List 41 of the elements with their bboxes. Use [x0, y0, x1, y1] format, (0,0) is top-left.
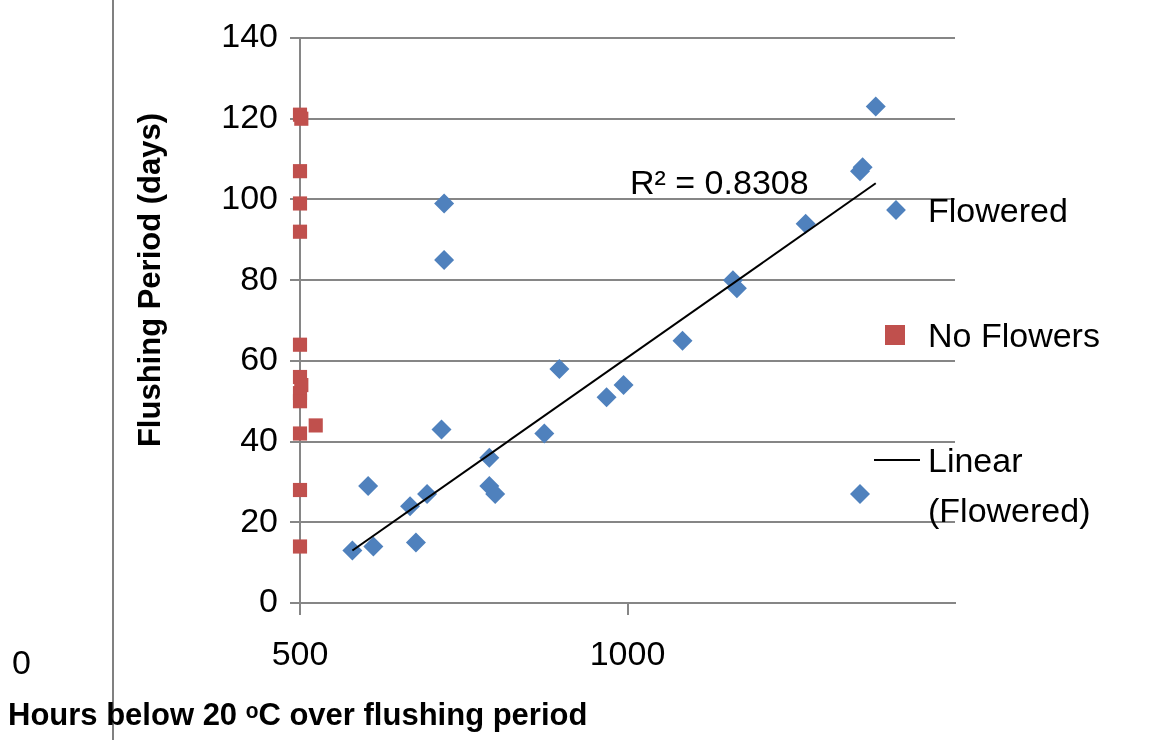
y-tick-label: 140: [221, 16, 278, 55]
x-tick-label: 1000: [589, 633, 666, 672]
point: [534, 423, 555, 444]
x-tick-label: 500: [271, 633, 329, 672]
point: [292, 164, 308, 179]
point: [363, 536, 384, 557]
point: [549, 358, 570, 379]
point: [292, 337, 308, 352]
point: [865, 96, 886, 117]
point: [405, 532, 426, 553]
y-tick-label: 20: [240, 500, 278, 539]
legend-label: No Flowers: [928, 315, 1101, 356]
point: [342, 540, 363, 561]
point: [308, 418, 323, 433]
y-tick-label: 80: [240, 258, 278, 297]
point: [795, 213, 816, 234]
point: [292, 224, 308, 239]
y-tick-label: 60: [240, 339, 278, 378]
y-tick-label: 40: [240, 419, 278, 458]
point: [672, 330, 693, 351]
point: [431, 419, 452, 440]
y-axis-title: Flushing Period (days): [132, 112, 168, 448]
x-axis-title: Hours below 20 ᵒC over flushing period: [8, 697, 588, 733]
point: [434, 193, 455, 214]
point: [613, 375, 634, 396]
point: [434, 249, 455, 270]
point: [292, 394, 308, 409]
annotation: R² = 0.8308: [630, 163, 809, 202]
legend-label: Linear (Flowered): [928, 440, 1092, 531]
y-tick-label: 120: [221, 97, 278, 136]
point: [485, 484, 506, 505]
point: [294, 111, 309, 126]
text: 0: [12, 643, 31, 682]
point: [358, 475, 379, 496]
y-tick-label: 100: [221, 177, 278, 216]
legend-label: Flowered: [928, 190, 1069, 231]
point: [850, 484, 871, 505]
point: [292, 539, 308, 554]
y-tick-label: 0: [259, 581, 278, 620]
point: [292, 482, 308, 498]
point: [596, 387, 617, 408]
